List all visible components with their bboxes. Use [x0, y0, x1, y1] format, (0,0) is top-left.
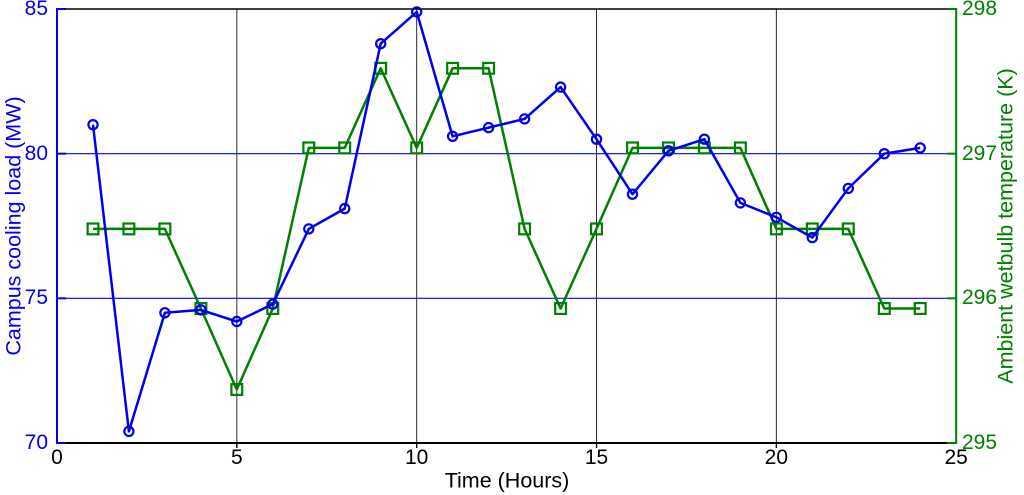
data-point-circle	[698, 133, 711, 145]
data-point-square	[230, 383, 244, 397]
data-point-circle	[195, 304, 207, 316]
data-point-circle	[626, 188, 639, 200]
x-tick-label-0: 0	[51, 446, 63, 469]
x-tick-label-25: 25	[944, 446, 968, 469]
data-point-square	[86, 222, 100, 236]
data-point-circle	[375, 38, 387, 50]
data-point-square	[733, 141, 747, 155]
data-point-square	[410, 141, 424, 155]
x-axis-title: Time (Hours)	[444, 468, 570, 493]
x-tick-label-20: 20	[764, 446, 789, 469]
right-y-tick-label-298: 298	[962, 0, 998, 20]
right-y-tick-label-295: 295	[962, 431, 998, 454]
x-tick-label-5: 5	[230, 446, 243, 469]
data-point-square	[589, 222, 603, 236]
series-line	[91, 10, 921, 433]
data-point-circle	[123, 425, 135, 438]
data-point-square	[338, 141, 352, 155]
data-point-square	[841, 222, 855, 236]
data-point-square	[877, 302, 891, 316]
right-y-axis-title: Ambient wetbulb temperature (K)	[993, 68, 1018, 384]
data-point-square	[158, 222, 172, 236]
data-point-circle	[87, 118, 99, 131]
data-point-circle	[159, 307, 171, 319]
data-point-circle	[806, 231, 819, 244]
campus-cooling-load-series	[87, 6, 926, 438]
data-point-circle	[842, 182, 855, 195]
data-point-circle	[914, 142, 926, 154]
ambient-wetbulb-temperature-series	[86, 61, 927, 397]
data-point-circle	[734, 197, 747, 209]
data-point-circle	[590, 133, 603, 145]
data-point-circle	[662, 145, 675, 157]
data-point-square	[518, 222, 532, 236]
data-point-circle	[231, 315, 243, 328]
data-point-circle	[518, 113, 531, 125]
data-point-square	[482, 61, 496, 75]
left-y-tick-label-80: 80	[24, 141, 48, 165]
left-y-tick-label-75: 75	[24, 286, 48, 310]
data-point-square	[302, 141, 316, 155]
data-point-circle	[446, 130, 459, 142]
data-point-circle	[878, 147, 891, 160]
left-y-tick-label-70: 70	[24, 431, 48, 454]
data-point-circle	[411, 6, 423, 18]
left-y-axis-title: Campus cooling load (MW)	[1, 96, 26, 356]
data-point-square	[122, 222, 136, 236]
right-y-tick-label-296: 296	[962, 286, 998, 310]
data-point-square	[446, 61, 460, 75]
data-point-square	[554, 302, 568, 316]
data-point-square	[913, 302, 927, 316]
right-y-tick-label-297: 297	[962, 141, 998, 165]
data-point-circle	[482, 121, 495, 134]
x-tick-label-15: 15	[584, 446, 609, 469]
data-point-circle	[303, 223, 315, 235]
data-point-circle	[770, 211, 783, 223]
left-y-tick-label-85: 85	[24, 0, 48, 20]
data-point-circle	[339, 202, 351, 215]
x-tick-label-10: 10	[404, 446, 429, 469]
data-point-circle	[267, 298, 279, 310]
data-point-circle	[554, 81, 567, 93]
data-point-square	[769, 222, 783, 236]
data-point-square	[625, 141, 639, 155]
